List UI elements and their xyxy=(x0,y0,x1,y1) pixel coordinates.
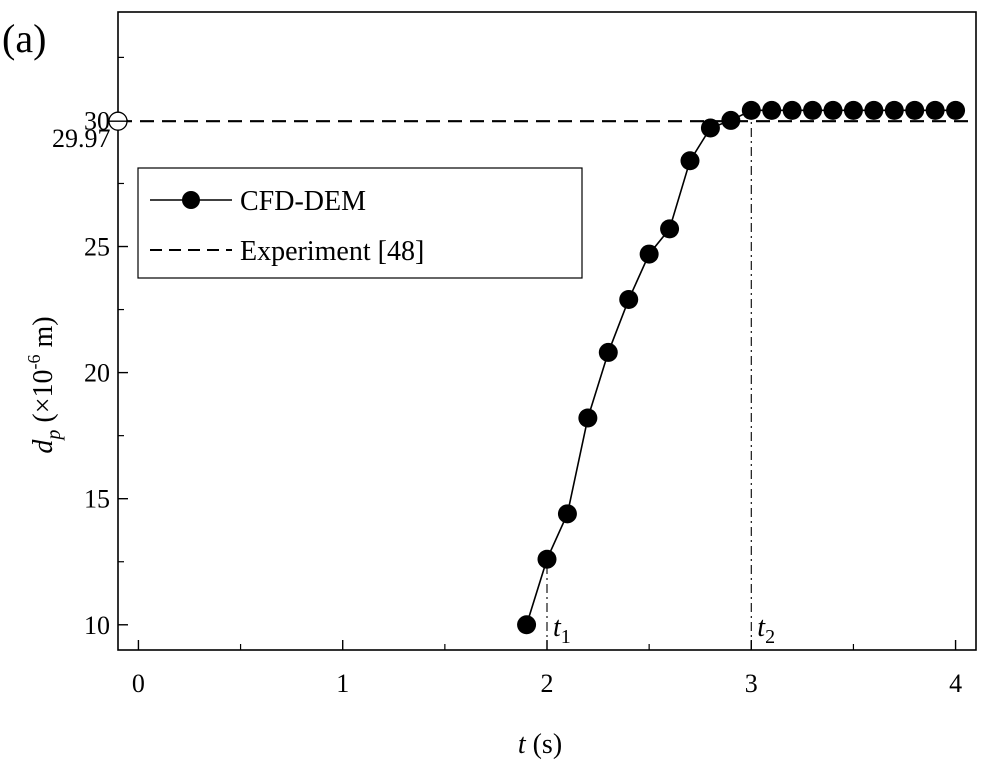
cfd-dem-point xyxy=(782,100,802,120)
time-marker-label-1: t1 xyxy=(553,612,571,648)
legend-cfd-label: CFD-DEM xyxy=(240,186,366,217)
time-marker-label-main: t xyxy=(757,612,766,643)
y-axis-title: dp (×10-6 m) xyxy=(24,316,65,453)
x-tick-label: 0 xyxy=(132,669,145,698)
cfd-dem-point xyxy=(680,151,700,171)
legend-cfd-marker xyxy=(182,191,200,209)
panel-label: (a) xyxy=(2,16,46,61)
y-tick-label: 30 xyxy=(84,106,110,135)
legend-experiment-label: Experiment [48] xyxy=(240,236,424,267)
cfd-dem-point xyxy=(557,504,577,524)
cfd-dem-point xyxy=(619,289,639,309)
legend: CFD-DEM Experiment [48] xyxy=(137,167,583,279)
time-marker-label-2: t2 xyxy=(757,612,775,648)
cfd-dem-point xyxy=(660,219,680,239)
y-tick-label: 10 xyxy=(84,611,110,640)
cfd-dem-point xyxy=(884,100,904,120)
y-axis-title-sup: -6 xyxy=(24,354,44,369)
cfd-dem-point xyxy=(946,100,966,120)
experiment-series xyxy=(108,111,968,131)
cfd-dem-point xyxy=(803,100,823,120)
cfd-dem-point xyxy=(578,408,598,428)
x-tick-label: 1 xyxy=(336,669,349,698)
cfd-dem-point xyxy=(843,100,863,120)
y-axis-title-sub: p xyxy=(43,430,65,442)
time-marker-label-sub: 1 xyxy=(561,626,571,648)
y-axis: 10 15 20 25 30 xyxy=(84,56,128,640)
x-axis-title-main: t xyxy=(518,729,527,760)
x-tick-label: 3 xyxy=(745,669,758,698)
y-axis-title-post: m) xyxy=(28,316,59,354)
cfd-dem-point xyxy=(537,549,557,569)
x-axis-title-unit: (s) xyxy=(526,729,563,760)
cfd-dem-point xyxy=(598,342,618,362)
y-tick-label: 15 xyxy=(84,485,110,514)
y-axis-title-pre: (×10 xyxy=(28,369,59,429)
time-markers: t1 t2 xyxy=(546,110,775,650)
cfd-dem-point xyxy=(925,100,945,120)
cfd-dem-point xyxy=(762,100,782,120)
time-marker-label-sub: 2 xyxy=(765,626,775,648)
y-tick-label: 20 xyxy=(84,359,110,388)
y-tick-label: 25 xyxy=(84,233,110,262)
cfd-dem-point xyxy=(905,100,925,120)
time-marker-label-main: t xyxy=(553,612,562,643)
legend-box xyxy=(137,167,583,279)
x-tick-label: 2 xyxy=(541,669,554,698)
cfd-dem-point xyxy=(823,100,843,120)
cfd-dem-point xyxy=(639,244,659,264)
cfd-dem-point xyxy=(721,110,741,130)
reference-value-label: 29.97 xyxy=(52,124,111,153)
svg-text:dp (×10-6 m): dp (×10-6 m) xyxy=(24,316,65,453)
cfd-dem-series xyxy=(517,100,966,635)
x-tick-label: 4 xyxy=(949,669,962,698)
cfd-dem-point xyxy=(700,118,720,138)
cfd-dem-point xyxy=(864,100,884,120)
y-axis-title-main: d xyxy=(28,439,59,454)
cfd-dem-line xyxy=(525,109,956,626)
x-axis-title: t (s) xyxy=(518,729,562,760)
cfd-dem-point xyxy=(517,615,537,635)
cfd-dem-point xyxy=(741,100,761,120)
